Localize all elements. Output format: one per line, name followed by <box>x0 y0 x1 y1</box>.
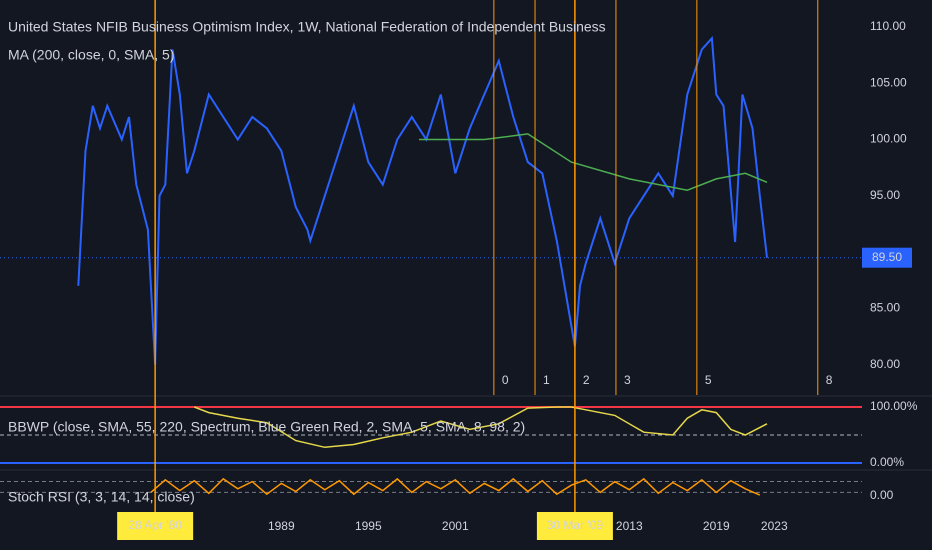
y-tick-label: 95.00 <box>870 188 900 202</box>
date-marker-label: 28 Apr '80 <box>128 518 182 532</box>
series-line <box>194 406 768 449</box>
y-tick-label: 105.00 <box>870 75 907 89</box>
price-label-box <box>862 247 912 268</box>
indicator-title: BBWP (close, SMA, 55, 220, Spectrum, Blu… <box>8 419 525 435</box>
x-tick-label: 2023 <box>761 519 788 533</box>
x-tick-label: 2013 <box>616 519 643 533</box>
indicator-title: Stoch RSI (3, 3, 14, 14, close) <box>8 489 195 505</box>
fib-label: 1 <box>543 373 550 387</box>
x-tick-label: 2019 <box>703 519 730 533</box>
chart-subtitle: MA (200, close, 0, SMA, 5) <box>8 47 175 63</box>
y-tick-label: 80.00 <box>870 357 900 371</box>
x-tick-label: 1989 <box>268 519 295 533</box>
price-label: 89.50 <box>872 250 902 264</box>
chart-title: United States NFIB Business Optimism Ind… <box>8 19 606 35</box>
y-tick-label: 100.00 <box>870 132 907 146</box>
y-tick-label: 110.00 <box>870 19 906 33</box>
y-tick-label: 85.00 <box>870 301 900 315</box>
plot: 1989 1995 2001 2013 2019 202380.0085.0095.001… <box>0 0 918 540</box>
series-line <box>77 35 768 365</box>
date-marker-box <box>117 512 194 540</box>
fib-label: 3 <box>624 373 631 387</box>
x-tick-label: 1995 <box>355 519 382 533</box>
y-tick-label: 100.00% <box>870 399 918 413</box>
date-marker-label: 30 Mar '09 <box>547 518 604 532</box>
series-line <box>419 133 768 191</box>
fib-label: 0 <box>502 373 509 387</box>
y-tick-label: 0.00% <box>870 455 904 469</box>
fib-label: 8 <box>826 373 833 387</box>
x-tick-label: 2001 <box>442 519 469 533</box>
fib-label: 5 <box>705 373 712 387</box>
fib-label: 2 <box>583 373 590 387</box>
date-marker-box <box>536 512 613 540</box>
series-line <box>150 477 761 496</box>
y-tick-label: 0.00 <box>870 488 894 502</box>
